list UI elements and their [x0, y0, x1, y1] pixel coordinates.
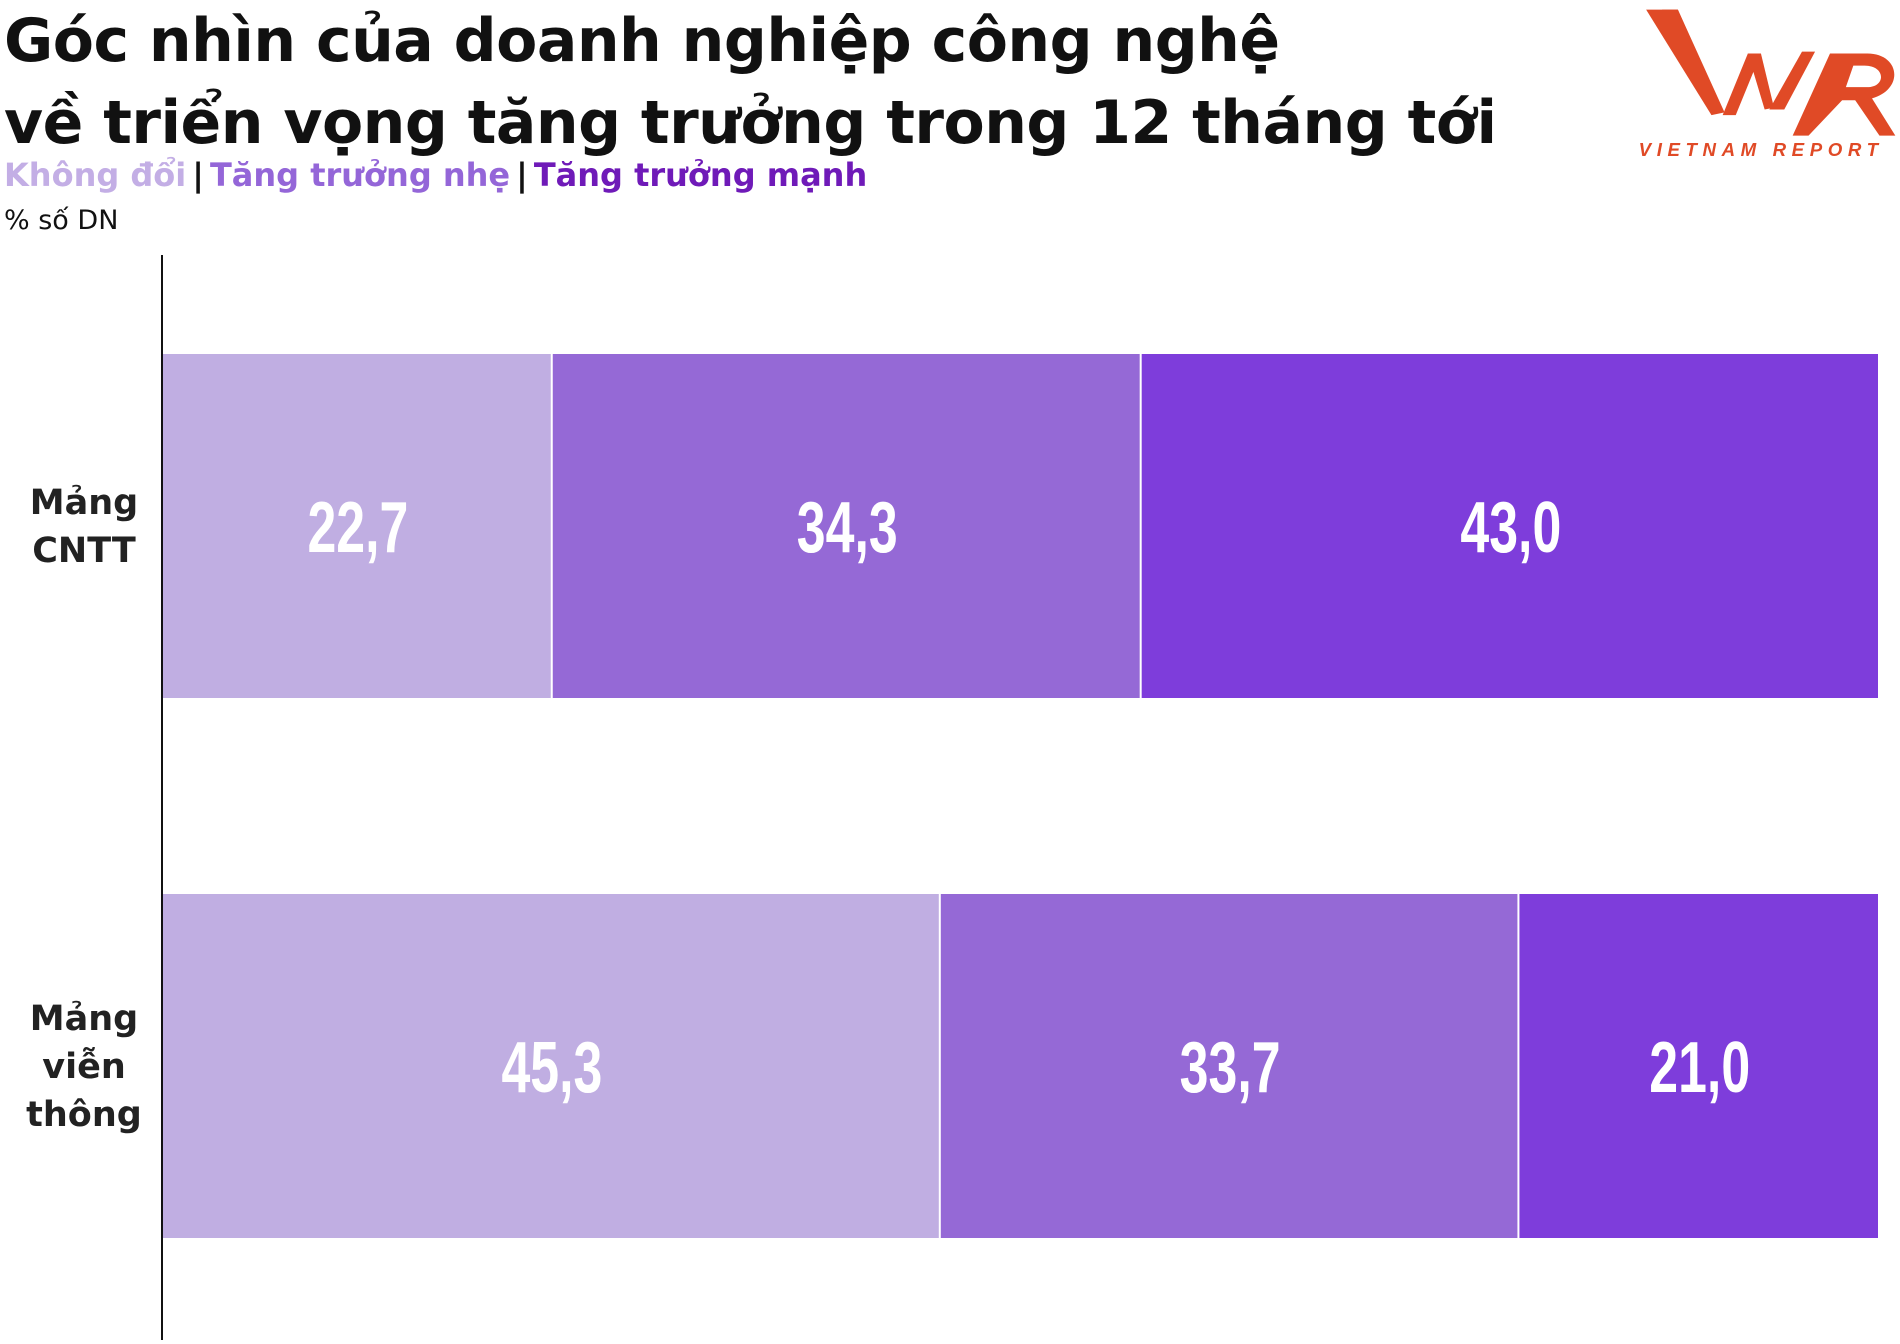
chart-title: Góc nhìn của doanh nghiệp công nghệ về t… [4, 0, 1497, 164]
unit-label: % số DN [4, 205, 119, 236]
vnr-logo: VIETNAM REPORT [1639, 9, 1896, 160]
legend-item-khong-doi: Không đổi [4, 156, 187, 194]
data-label: 43,0 [1460, 488, 1561, 568]
legend-separator: | [516, 156, 528, 194]
legend: Không đổi | Tăng trưởng nhẹ | Tăng trưởng mạ… [4, 156, 867, 194]
svg-text:VIETNAM REPORT: VIETNAM REPORT [1639, 139, 1884, 160]
data-label: 34,3 [797, 488, 898, 568]
bar-segment [163, 354, 551, 698]
legend-separator: | [192, 156, 204, 194]
bar-segment [1141, 354, 1878, 698]
bar-segment [552, 354, 1140, 698]
category-label: viễn [42, 1046, 125, 1087]
data-label: 33,7 [1180, 1028, 1281, 1108]
bar-segment [1519, 894, 1878, 1238]
title-line-2: về triển vọng tăng trưởng trong 12 tháng… [4, 88, 1497, 158]
bar-segment [940, 894, 1518, 1238]
data-label: 22,7 [307, 488, 408, 568]
bar-segment [163, 894, 939, 1238]
category-label: Mảng [30, 999, 138, 1039]
legend-item-tang-truong-manh: Tăng trưởng mạnh [533, 156, 868, 194]
data-label: 45,3 [501, 1028, 602, 1108]
category-label: Mảng [30, 483, 138, 523]
title-line-1: Góc nhìn của doanh nghiệp công nghệ [4, 6, 1280, 76]
category-label: thông [26, 1095, 142, 1135]
data-label: 21,0 [1649, 1028, 1750, 1108]
legend-item-tang-truong-nhe: Tăng trưởng nhẹ [209, 156, 511, 194]
category-label: CNTT [32, 531, 136, 571]
